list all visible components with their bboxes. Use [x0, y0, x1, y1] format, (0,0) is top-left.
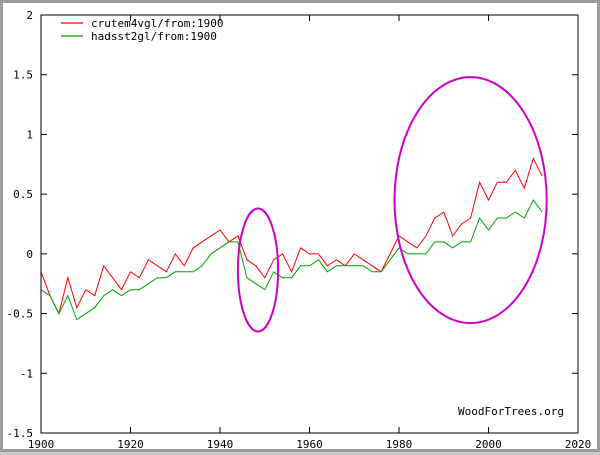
- x-tick-label: 1920: [117, 438, 144, 451]
- annotation-layer: [236, 76, 548, 333]
- y-tick-label: 1: [26, 128, 33, 141]
- series-line-hadsst: [40, 199, 543, 321]
- y-tick-label: 1.5: [13, 69, 33, 82]
- axis-layer: 1900 1920 1940 1960 1980 2000 2020 2 1.5 1 0.5 0 -0.…: [7, 9, 592, 451]
- annotation-ellipse-1: [236, 207, 280, 333]
- y-tick-label: 0.5: [13, 188, 33, 201]
- legend-label-crutem: crutem4vgl/from:1900: [91, 17, 223, 30]
- x-tick-label: 2020: [565, 438, 592, 451]
- x-tick-label: 1960: [296, 438, 323, 451]
- y-tick-label: -1: [20, 367, 33, 380]
- x-tick-label: 2000: [475, 438, 502, 451]
- legend-label-hadsst: hadsst2gl/from:1900: [91, 30, 217, 43]
- y-tick-label: 0: [26, 248, 33, 261]
- y-tick-label: -1.5: [7, 427, 34, 440]
- annotation-ellipse-2: [393, 76, 548, 325]
- plot-border: [40, 14, 579, 434]
- x-tick-label: 1900: [28, 438, 55, 451]
- legend: crutem4vgl/from:1900 hadsst2gl/from:1900: [61, 17, 223, 43]
- x-tick-label: 1980: [386, 438, 413, 451]
- line-chart: 1900 1920 1940 1960 1980 2000 2020 2 1.5 1 0.5 0 -0.…: [7, 9, 592, 451]
- y-tick-label: 2: [26, 9, 33, 22]
- y-tick-label: -0.5: [7, 308, 34, 321]
- x-tick-label: 1940: [207, 438, 234, 451]
- series-line-crutem: [40, 156, 543, 316]
- credit-label: WoodForTrees.org: [458, 405, 564, 418]
- series-layer: [40, 156, 543, 321]
